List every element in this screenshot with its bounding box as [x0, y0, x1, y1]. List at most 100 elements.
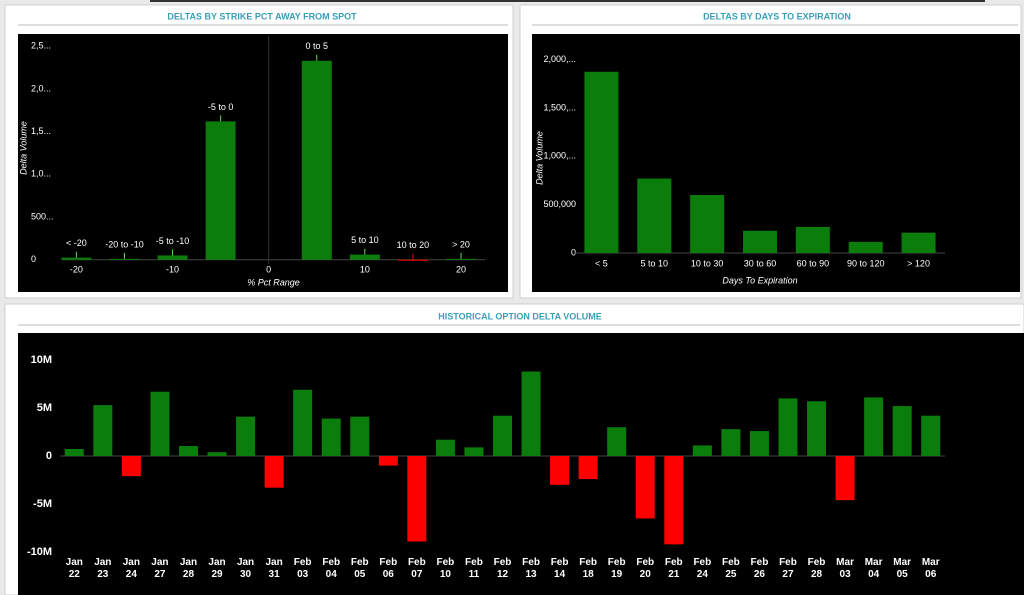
bar: [61, 257, 92, 260]
x-tick-label: Feb 04: [322, 557, 341, 580]
bar: [550, 456, 570, 485]
bar: [321, 418, 341, 457]
x-tick-label: Feb 06: [379, 557, 398, 580]
x-tick-label: > 120: [907, 258, 930, 268]
bar: [521, 371, 541, 457]
y-tick-label: 1,5...: [31, 126, 51, 136]
x-tick-label: Feb 13: [522, 557, 540, 580]
x-tick-label: Mar 04: [864, 557, 883, 580]
y-tick-label: 500...: [31, 211, 54, 221]
x-tick-label: Feb 03: [293, 557, 312, 580]
x-tick-label: Feb 19: [607, 557, 626, 580]
plot-background: [18, 333, 1024, 595]
bar: [264, 456, 284, 488]
bar: [493, 415, 512, 457]
bar: [397, 259, 428, 261]
bar: [236, 416, 256, 457]
bar: [901, 232, 936, 253]
bar: [778, 398, 798, 457]
bar: [350, 416, 370, 457]
x-tick-label: Jan 27: [151, 557, 169, 580]
bar: [584, 71, 619, 253]
bar: [864, 397, 884, 457]
bar: [892, 406, 912, 457]
x-tick-label: Feb 05: [350, 557, 369, 580]
bar: [205, 121, 236, 260]
bar-label: 5 to 10: [351, 235, 379, 245]
bar: [635, 456, 655, 519]
x-tick-label: -10: [166, 264, 179, 274]
bar: [64, 449, 84, 457]
bar: [921, 415, 941, 457]
x-tick-label: Feb 07: [407, 557, 426, 580]
bar-label: < -20: [66, 238, 87, 248]
x-tick-label: Feb 11: [465, 557, 483, 580]
bar-label: 0 to 5: [305, 41, 328, 51]
y-tick-label: 2,000,...: [543, 54, 576, 64]
x-tick-label: 5 to 10: [641, 258, 669, 268]
y-tick-label: -10M: [27, 546, 52, 558]
bar: [464, 447, 484, 457]
x-tick-label: Feb 28: [807, 557, 826, 580]
bar: [721, 429, 741, 457]
x-tick-label: < 5: [595, 258, 608, 268]
y-tick-label: 1,000,...: [543, 151, 576, 161]
x-tick-label: 30 to 60: [744, 258, 777, 268]
bar: [150, 391, 170, 457]
bar: [157, 255, 188, 260]
x-tick-label: -20: [70, 264, 83, 274]
bar: [848, 241, 883, 253]
x-tick-label: Feb 24: [693, 557, 712, 580]
bar: [435, 439, 455, 457]
y-tick-label: 5M: [37, 402, 52, 414]
bar: [445, 258, 476, 260]
x-tick-label: Feb 10: [436, 557, 455, 580]
x-axis-label: Days To Expiration: [722, 275, 797, 285]
x-tick-label: Jan 24: [122, 557, 140, 580]
y-tick-label: -5M: [33, 498, 52, 510]
x-tick-label: 10: [360, 264, 370, 274]
x-tick-label: Feb 14: [550, 557, 569, 580]
x-tick-label: Mar 06: [921, 557, 940, 580]
x-tick-label: Jan 29: [208, 557, 226, 580]
bar: [835, 456, 855, 501]
bar: [293, 389, 313, 457]
x-tick-label: Mar 03: [836, 557, 854, 580]
bar: [690, 195, 725, 253]
plot-background: [18, 34, 508, 292]
y-tick-label: 2,5...: [31, 41, 51, 51]
bar: [349, 254, 380, 260]
bar: [692, 445, 712, 457]
x-tick-label: Feb 26: [750, 557, 769, 580]
x-tick-label: Feb 21: [664, 557, 683, 580]
y-tick-label: 0: [571, 247, 576, 257]
y-tick-label: 1,0...: [31, 169, 51, 179]
chart-title: DELTAS BY DAYS TO EXPIRATION: [703, 11, 851, 21]
x-tick-label: Jan 28: [179, 557, 198, 580]
chart-title: DELTAS BY STRIKE PCT AWAY FROM SPOT: [167, 11, 357, 21]
y-tick-label: 1,500,...: [543, 102, 576, 112]
bar: [207, 452, 227, 457]
x-tick-label: Mar 05: [893, 557, 912, 580]
bar: [178, 446, 198, 457]
bar: [637, 178, 672, 253]
x-tick-label: Feb 25: [721, 557, 740, 580]
bar: [301, 60, 332, 260]
x-tick-label: Feb 20: [636, 557, 655, 580]
bar: [664, 456, 684, 545]
x-tick-label: Feb 12: [493, 557, 512, 580]
x-tick-label: Jan 23: [94, 557, 112, 580]
chart-title: HISTORICAL OPTION DELTA VOLUME: [438, 311, 602, 321]
x-tick-label: 60 to 90: [797, 258, 830, 268]
bar-label: -5 to -10: [156, 236, 190, 246]
bar: [378, 456, 398, 466]
bar: [795, 226, 830, 253]
bar-label: -20 to -10: [105, 239, 144, 249]
bar-label: -5 to 0: [208, 102, 234, 112]
x-tick-label: 10 to 30: [691, 258, 724, 268]
bar: [807, 401, 827, 457]
x-tick-label: 20: [456, 264, 466, 274]
y-axis-label: Delta Volume: [18, 121, 28, 175]
